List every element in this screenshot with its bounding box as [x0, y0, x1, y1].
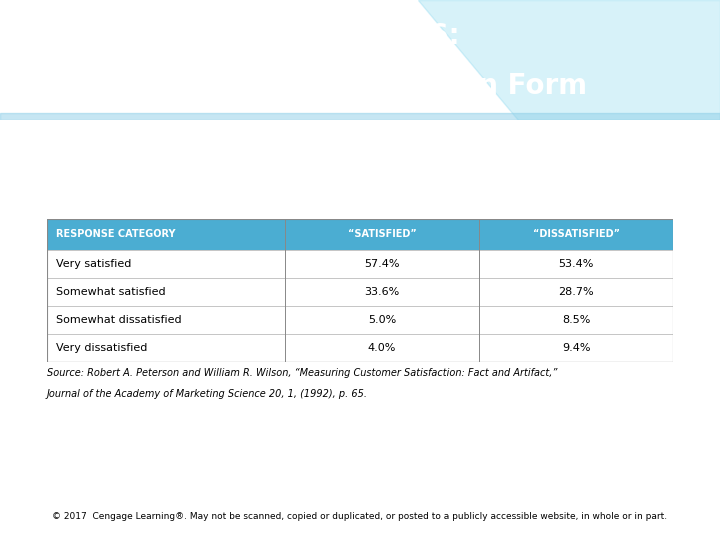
Text: 53.4%: 53.4% [559, 259, 594, 269]
Text: 5.0%: 5.0% [368, 315, 396, 325]
Text: “DISSATISFIED”: “DISSATISFIED” [533, 230, 620, 239]
Text: 28.7%: 28.7% [558, 287, 594, 297]
Text: © 2017  Cengage Learning®. May not be scanned, copied or duplicated, or posted t: © 2017 Cengage Learning®. May not be sca… [53, 512, 667, 521]
Bar [47, 278, 673, 306]
Bar [47, 334, 673, 362]
Text: Somewhat dissatisfied: Somewhat dissatisfied [56, 315, 182, 325]
Text: 33.6%: 33.6% [364, 287, 400, 297]
Text: Very satisfied: Very satisfied [56, 259, 132, 269]
Text: Journal of the Academy of Marketing Science 20, 1, (1992), p. 65.: Journal of the Academy of Marketing Scie… [47, 389, 368, 399]
Text: 57.4%: 57.4% [364, 259, 400, 269]
Bar [47, 250, 673, 278]
Text: Figure 11. 6:: Figure 11. 6: [260, 22, 460, 50]
Text: Source: Robert A. Peterson and William R. Wilson, “Measuring Customer Satisfacti: Source: Robert A. Peterson and William R… [47, 368, 557, 379]
Text: RESPONSE CATEGORY: RESPONSE CATEGORY [56, 230, 176, 239]
Bar [47, 219, 673, 250]
Text: 8.5%: 8.5% [562, 315, 590, 325]
Text: “SATISFIED”: “SATISFIED” [348, 230, 416, 239]
Text: Very dissatisfied: Very dissatisfied [56, 343, 148, 353]
Text: Responses by Question Form: Responses by Question Form [133, 72, 587, 100]
Bar [47, 306, 673, 334]
Polygon shape [418, 0, 720, 120]
Text: 9.4%: 9.4% [562, 343, 590, 353]
Text: 4.0%: 4.0% [368, 343, 396, 353]
Bar [0, 113, 720, 120]
Text: Somewhat satisfied: Somewhat satisfied [56, 287, 166, 297]
